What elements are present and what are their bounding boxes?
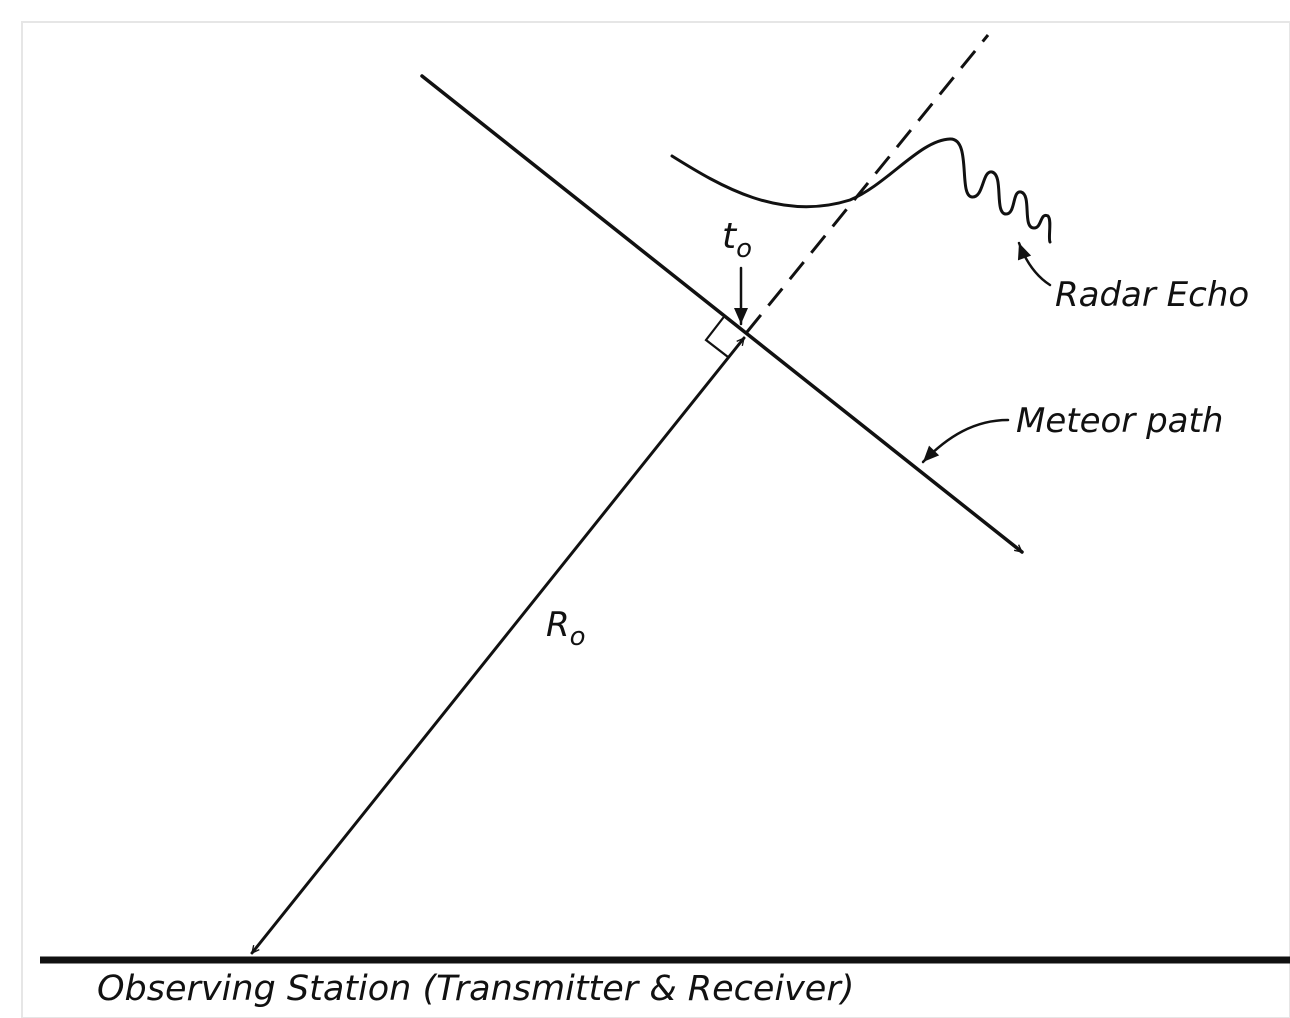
paper (21, 21, 1290, 1018)
right-angle (704, 316, 730, 359)
label-subscript: o (736, 234, 752, 264)
closest-time-label: to (722, 216, 752, 264)
echo-pointer (1017, 241, 1052, 287)
path-pointer (921, 418, 1010, 464)
label-main: t (722, 216, 738, 257)
station-label: Observing Station (Transmitter & Receive… (97, 969, 854, 1009)
label-subscript: o (570, 622, 586, 652)
range-label: Ro (546, 605, 586, 652)
meteor-path-label: Meteor path (1016, 401, 1223, 441)
label-main: R (546, 605, 570, 645)
meteor-path-line (420, 74, 1024, 554)
range-line (250, 336, 746, 955)
radar-echo-label: Radar Echo (1055, 275, 1249, 315)
echo-curve (670, 137, 1052, 244)
dashed-line (745, 34, 990, 333)
